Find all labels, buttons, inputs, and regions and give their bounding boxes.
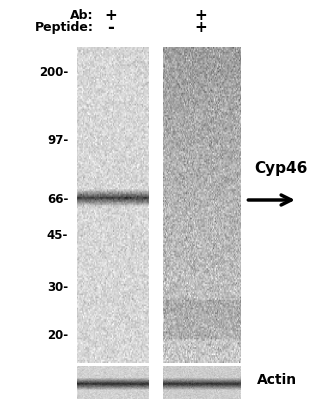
Text: 97-: 97-: [47, 134, 68, 147]
Text: 66-: 66-: [47, 194, 68, 206]
Text: 200-: 200-: [39, 66, 68, 79]
Text: Cyp46: Cyp46: [254, 161, 307, 176]
Text: Peptide:: Peptide:: [35, 21, 94, 34]
Text: +: +: [104, 8, 117, 23]
Text: +: +: [194, 8, 207, 23]
Text: 45-: 45-: [47, 229, 68, 242]
Text: 30-: 30-: [47, 281, 68, 294]
Text: 20-: 20-: [47, 328, 68, 342]
Text: Ab:: Ab:: [70, 9, 93, 22]
Text: Actin: Actin: [257, 372, 297, 386]
Text: -: -: [107, 19, 114, 37]
Text: +: +: [194, 20, 207, 35]
